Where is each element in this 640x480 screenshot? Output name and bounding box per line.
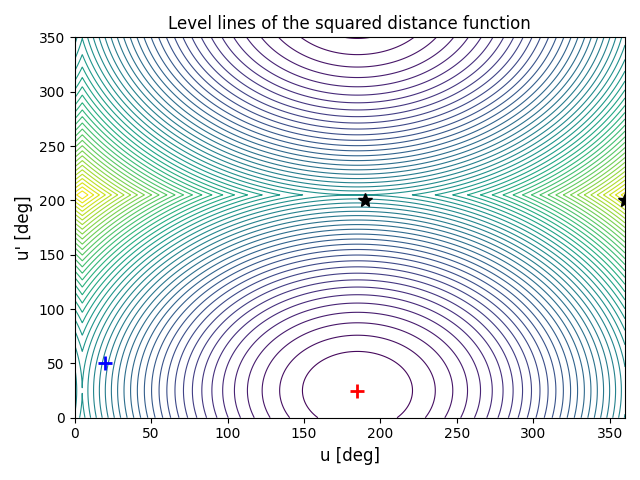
Y-axis label: u' [deg]: u' [deg] bbox=[15, 195, 33, 260]
X-axis label: u [deg]: u [deg] bbox=[320, 447, 380, 465]
Title: Level lines of the squared distance function: Level lines of the squared distance func… bbox=[168, 15, 531, 33]
